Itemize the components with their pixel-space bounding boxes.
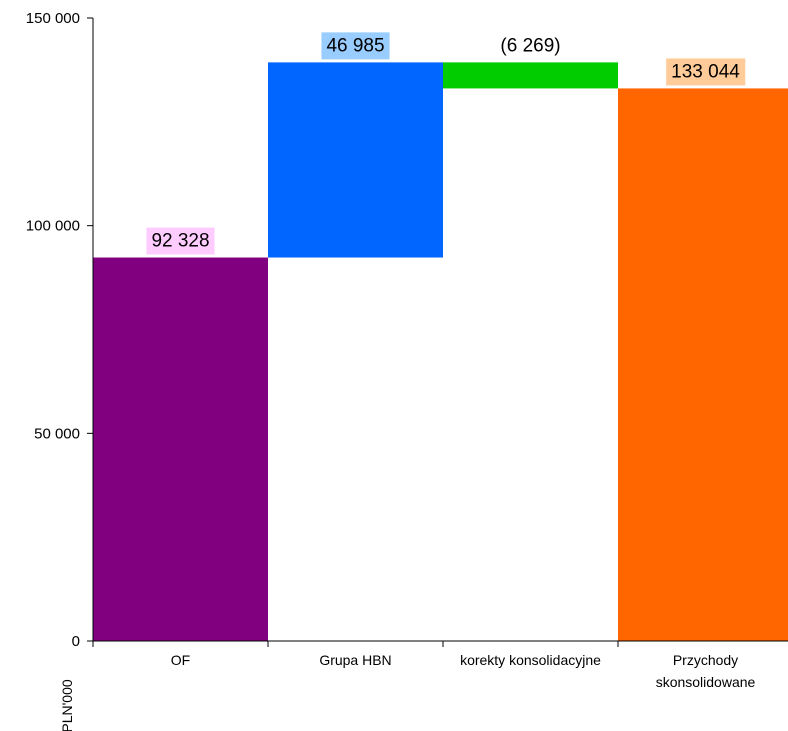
y-tick-label: 150 000: [26, 10, 80, 27]
data-label-box: [321, 32, 390, 60]
data-label: 46 985: [326, 35, 384, 56]
x-category-label: Grupa HBN: [319, 652, 391, 668]
x-category-label: korekty konsolidacyjne: [460, 652, 601, 668]
bar-1: [93, 257, 268, 641]
y-axis-unit-label: PLN'000: [59, 679, 75, 731]
data-labels-group: 92 328 46 985 (6 269) 133 044: [146, 32, 746, 255]
bar-2: [268, 62, 443, 258]
data-label: 92 328: [151, 231, 209, 252]
y-tick-label: 50 000: [34, 425, 80, 442]
x-category-label: OF: [171, 652, 190, 668]
bars-group: [93, 62, 788, 641]
data-label-box: [146, 227, 215, 255]
bar-3: [443, 62, 618, 89]
axes-group: 0 50 000 100 000 150 000 OF Grupa HBN korekty …: [26, 10, 788, 690]
data-label: 133 044: [671, 61, 740, 82]
bar-4: [618, 88, 788, 641]
data-label: (6 269): [500, 35, 560, 56]
x-category-label: Przychody skonsolidowane: [656, 652, 756, 690]
y-tick-label: 100 000: [26, 218, 80, 235]
data-label-box: [666, 58, 746, 86]
y-tick-label: 0: [72, 633, 80, 650]
